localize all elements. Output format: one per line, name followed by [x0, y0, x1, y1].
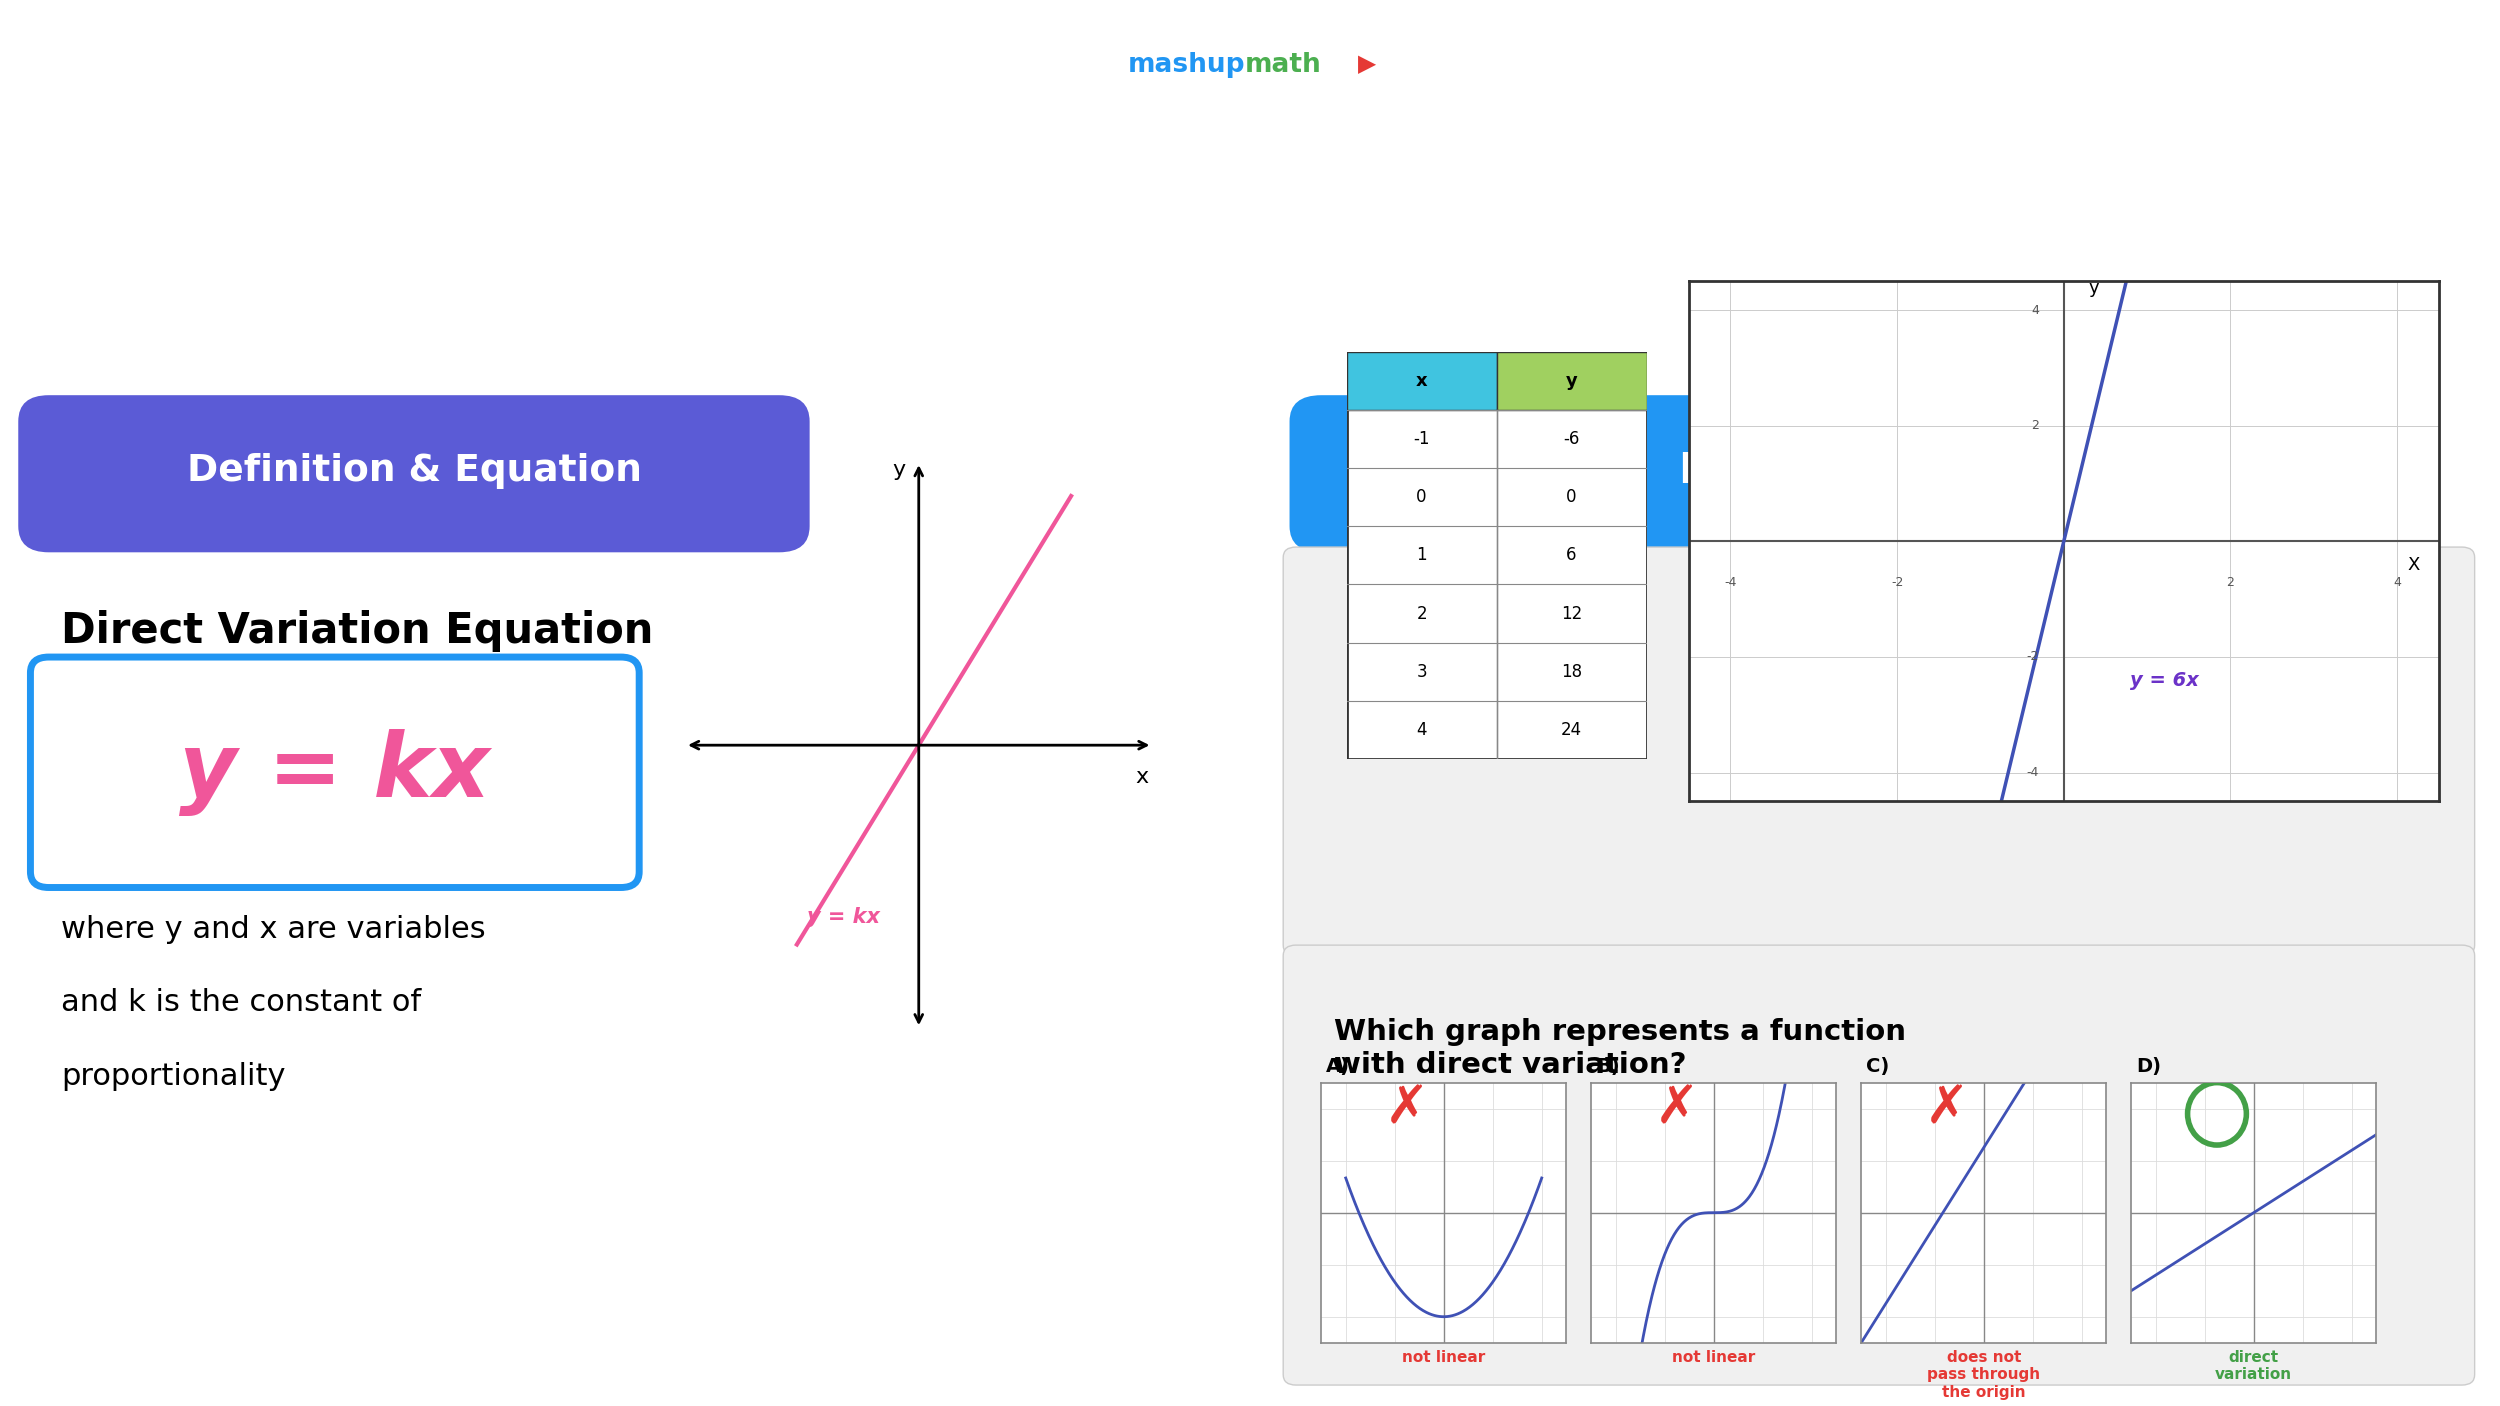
Text: math: math	[1245, 52, 1322, 77]
Text: 2: 2	[1417, 605, 1427, 623]
Text: y = 6x: y = 6x	[2130, 671, 2200, 690]
FancyBboxPatch shape	[1282, 547, 2475, 956]
Text: 12: 12	[1560, 605, 1582, 623]
Text: 6: 6	[1568, 547, 1578, 564]
Text: Direct Variation Explained: Direct Variation Explained	[410, 177, 2090, 288]
Text: -2: -2	[2028, 651, 2040, 664]
Text: y: y	[2090, 278, 2100, 297]
Text: Which graph represents a function
with direct variation?: Which graph represents a function with d…	[1335, 1018, 1905, 1078]
Text: 0: 0	[1417, 488, 1427, 506]
Text: and k is the constant of: and k is the constant of	[60, 988, 420, 1017]
Text: 4: 4	[2030, 304, 2040, 316]
Text: 3: 3	[1417, 662, 1427, 681]
Bar	[1348, 352, 1497, 409]
Text: x: x	[1415, 371, 1427, 389]
FancyBboxPatch shape	[30, 657, 640, 887]
Text: mashup: mashup	[1128, 52, 1245, 77]
Text: Examples: Examples	[1678, 450, 1902, 492]
Text: -4: -4	[1725, 576, 1737, 589]
Text: A): A)	[1325, 1056, 1350, 1076]
Text: 4: 4	[1417, 721, 1427, 740]
Text: y = 6x: y = 6x	[1360, 605, 1625, 678]
Text: ✗: ✗	[1655, 1083, 1700, 1135]
Text: C): C)	[1865, 1056, 1890, 1076]
Text: 24: 24	[1560, 721, 1582, 740]
Text: -4: -4	[2028, 766, 2040, 779]
Text: X: X	[2408, 557, 2420, 574]
Text: not linear: not linear	[1672, 1350, 1755, 1365]
Text: 1: 1	[1417, 547, 1427, 564]
Text: x: x	[1135, 768, 1150, 787]
Text: ✗: ✗	[1385, 1083, 1430, 1135]
Text: y = kx: y = kx	[808, 907, 880, 928]
Text: Direct Variation Equation: Direct Variation Equation	[60, 610, 652, 652]
FancyBboxPatch shape	[1282, 945, 2475, 1385]
Text: B): B)	[1595, 1056, 1620, 1076]
Text: -6: -6	[1562, 430, 1580, 449]
Text: D): D)	[2135, 1056, 2160, 1076]
Text: y = kx: y = kx	[180, 728, 490, 815]
Text: y: y	[1565, 371, 1578, 389]
Text: 4: 4	[2392, 576, 2400, 589]
FancyBboxPatch shape	[1290, 395, 2290, 553]
Text: Definition & Equation: Definition & Equation	[188, 453, 642, 489]
Text: proportionality: proportionality	[60, 1062, 285, 1091]
FancyBboxPatch shape	[18, 395, 810, 553]
Text: does not
pass through
the origin: does not pass through the origin	[1928, 1350, 2040, 1399]
Text: ▶: ▶	[1358, 52, 1375, 76]
Text: y: y	[892, 460, 905, 479]
Text: 2: 2	[2030, 419, 2040, 432]
Text: -1: -1	[1412, 430, 1430, 449]
Text: 2: 2	[2228, 576, 2235, 589]
Text: where y and x are variables: where y and x are variables	[60, 915, 485, 943]
Text: -2: -2	[1890, 576, 1902, 589]
Bar	[1498, 352, 1648, 409]
Text: 0: 0	[1568, 488, 1578, 506]
Text: direct
variation: direct variation	[2215, 1350, 2292, 1382]
Text: 18: 18	[1560, 662, 1582, 681]
Text: ✗: ✗	[1925, 1083, 1970, 1135]
Text: not linear: not linear	[1403, 1350, 1485, 1365]
